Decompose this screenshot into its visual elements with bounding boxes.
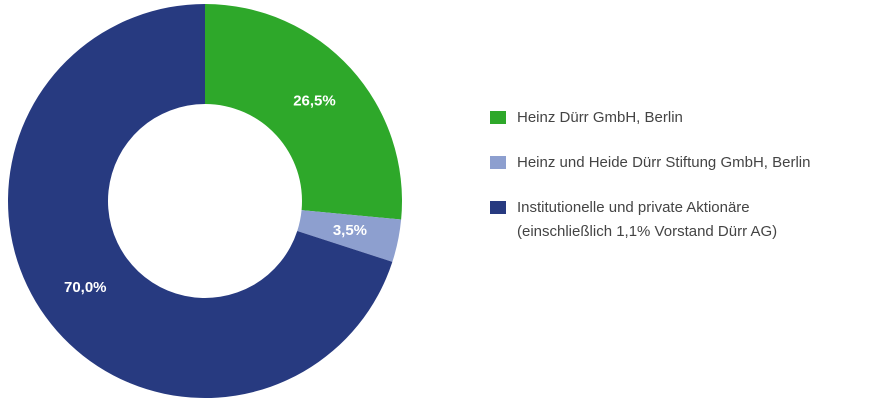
legend-item: Institutionelle und private Aktionäre (e… [490, 196, 810, 244]
legend-label: Heinz Dürr GmbH, Berlin [517, 109, 683, 126]
donut-slice [7, 4, 393, 398]
legend: Heinz Dürr GmbH, Berlin Heinz und Heide D… [490, 106, 810, 265]
legend-item: Heinz Dürr GmbH, Berlin [490, 106, 810, 130]
donut-slice [205, 4, 402, 220]
legend-label: Heinz und Heide Dürr Stiftung GmbH, Berl… [517, 154, 811, 171]
legend-swatch [490, 111, 506, 124]
value-label: 70,0% [64, 279, 107, 296]
chart: 26,5% 3,5% 70,0% [7, 4, 402, 398]
legend-swatch [490, 156, 506, 169]
donut-slice [297, 210, 402, 262]
legend-swatch [490, 201, 506, 214]
value-label: 26,5% [293, 92, 336, 109]
legend-item: Heinz und Heide Dürr Stiftung GmbH, Berl… [490, 151, 810, 175]
legend-label: Institutionelle und private Aktionäre (e… [517, 199, 778, 240]
value-label: 3,5% [333, 222, 367, 239]
